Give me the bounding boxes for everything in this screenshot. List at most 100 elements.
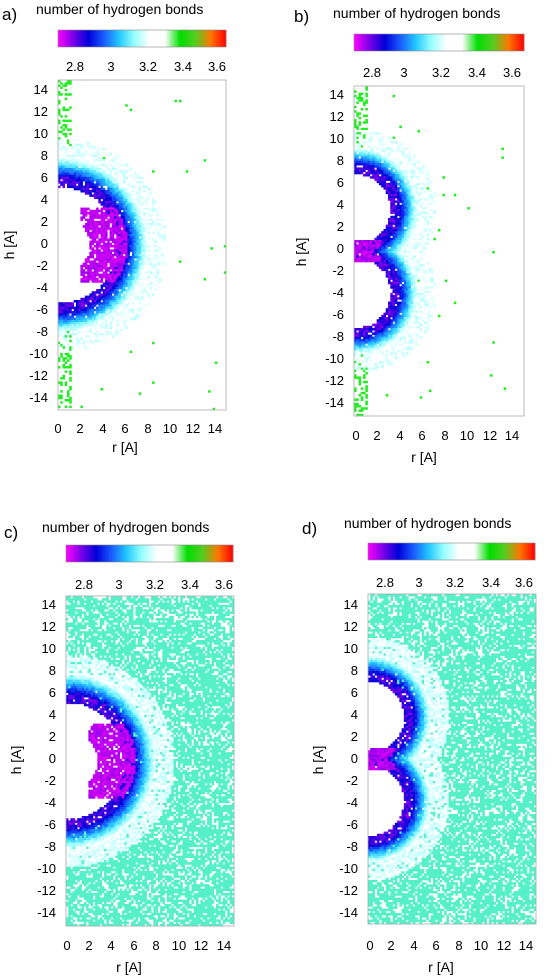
heatmap-cell	[73, 308, 77, 312]
heatmap-cell	[394, 167, 398, 170]
heatmap-cell	[114, 183, 117, 186]
heatmap-cell	[163, 225, 166, 228]
heatmap-cell	[140, 278, 144, 281]
heatmap-cell	[96, 236, 99, 239]
heatmap-cell	[91, 253, 95, 257]
heatmap-cell	[406, 297, 409, 300]
heatmap-cell	[388, 281, 391, 285]
heatmap-cell	[383, 156, 387, 159]
heatmap-cell	[84, 187, 88, 191]
colorbar-segment	[430, 34, 433, 51]
heatmap-cell	[401, 266, 405, 269]
heatmap-cell	[109, 262, 113, 266]
heatmap-cell	[134, 227, 137, 230]
heatmap-cell	[390, 248, 393, 252]
heatmap-cell	[93, 275, 97, 279]
heatmap-cell	[424, 224, 427, 228]
heatmap-cell	[365, 332, 368, 335]
heatmap-cell	[138, 216, 142, 219]
heatmap-cell	[415, 171, 418, 175]
heatmap-cell	[116, 293, 119, 296]
heatmap-cell	[93, 176, 97, 180]
heatmap-cell	[58, 181, 61, 184]
heatmap-cell	[163, 249, 166, 252]
heatmap-cell	[111, 225, 115, 228]
heatmap-cell	[392, 160, 396, 164]
heatmap-cell	[62, 324, 66, 327]
heatmap-cell	[388, 143, 391, 146]
heatmap-cell	[134, 317, 137, 321]
panel-a-cb-tick: 3.2	[139, 59, 157, 74]
heatmap-cell	[71, 330, 74, 334]
heatmap-cell	[58, 172, 61, 175]
heatmap-cell	[122, 262, 126, 266]
heatmap-cell	[399, 259, 402, 263]
heatmap-cell	[102, 319, 106, 323]
heatmap-cell	[114, 273, 117, 277]
heatmap-cell	[358, 136, 362, 140]
heatmap-cell	[397, 264, 400, 267]
colorbar-segment	[354, 34, 356, 51]
heatmap-cell	[66, 319, 70, 323]
heatmap-cell	[397, 209, 400, 212]
heatmap-cell	[136, 260, 139, 263]
heatmap-cell	[140, 273, 144, 277]
heatmap-cell	[111, 179, 115, 182]
heatmap-cell	[415, 301, 418, 305]
heatmap-cell	[93, 269, 97, 272]
heatmap-cell	[383, 257, 387, 261]
colorbar-segment	[146, 30, 148, 47]
heatmap-cell	[60, 401, 63, 404]
heatmap-cell	[64, 139, 68, 142]
heatmap-cell	[125, 190, 128, 193]
heatmap-cell	[96, 225, 99, 228]
heatmap-cell	[431, 270, 434, 274]
heatmap-cell	[91, 181, 95, 184]
heatmap-cell	[403, 268, 407, 272]
heatmap-cell	[64, 319, 68, 323]
heatmap-cell	[417, 321, 421, 324]
heatmap-cell	[131, 207, 135, 211]
heatmap-cell	[62, 84, 66, 87]
heatmap-cell	[80, 146, 83, 149]
colorbar-segment	[505, 34, 508, 51]
heatmap-cell	[149, 260, 153, 263]
heatmap-cell	[136, 238, 139, 241]
heatmap-cell	[89, 330, 92, 334]
heatmap-cell	[397, 317, 400, 320]
colorbar-segment	[90, 30, 92, 47]
heatmap-cell	[401, 246, 405, 250]
heatmap-cell	[87, 190, 90, 193]
heatmap-cell	[490, 374, 493, 377]
heatmap-cell	[125, 291, 128, 294]
heatmap-cell	[78, 306, 81, 310]
heatmap-cell	[122, 183, 126, 186]
heatmap-cell	[140, 214, 144, 217]
heatmap-cell	[374, 345, 377, 349]
heatmap-cell	[60, 324, 63, 327]
heatmap-cell	[390, 347, 393, 351]
heatmap-cell	[410, 167, 414, 170]
heatmap-cell	[109, 286, 113, 290]
heatmap-cell	[114, 284, 117, 288]
heatmap-cell	[127, 278, 130, 281]
colorbar-segment	[70, 30, 73, 47]
heatmap-cell	[428, 279, 432, 283]
heatmap-cell	[122, 203, 126, 206]
heatmap-cell	[356, 147, 359, 151]
heatmap-cell	[369, 176, 373, 179]
heatmap-cell	[415, 178, 418, 181]
heatmap-cell	[424, 295, 427, 298]
heatmap-cell	[390, 211, 393, 214]
colorbar-segment	[436, 34, 438, 51]
colorbar-segment	[65, 30, 67, 47]
heatmap-cell	[93, 297, 97, 301]
heatmap-cell	[369, 165, 373, 168]
heatmap-cell	[125, 212, 128, 215]
heatmap-cell	[381, 156, 384, 159]
heatmap-cell	[356, 97, 359, 100]
colorbar-segment	[400, 34, 403, 51]
heatmap-cell	[365, 259, 368, 263]
heatmap-cell	[96, 170, 99, 173]
heatmap-cell	[399, 147, 402, 151]
